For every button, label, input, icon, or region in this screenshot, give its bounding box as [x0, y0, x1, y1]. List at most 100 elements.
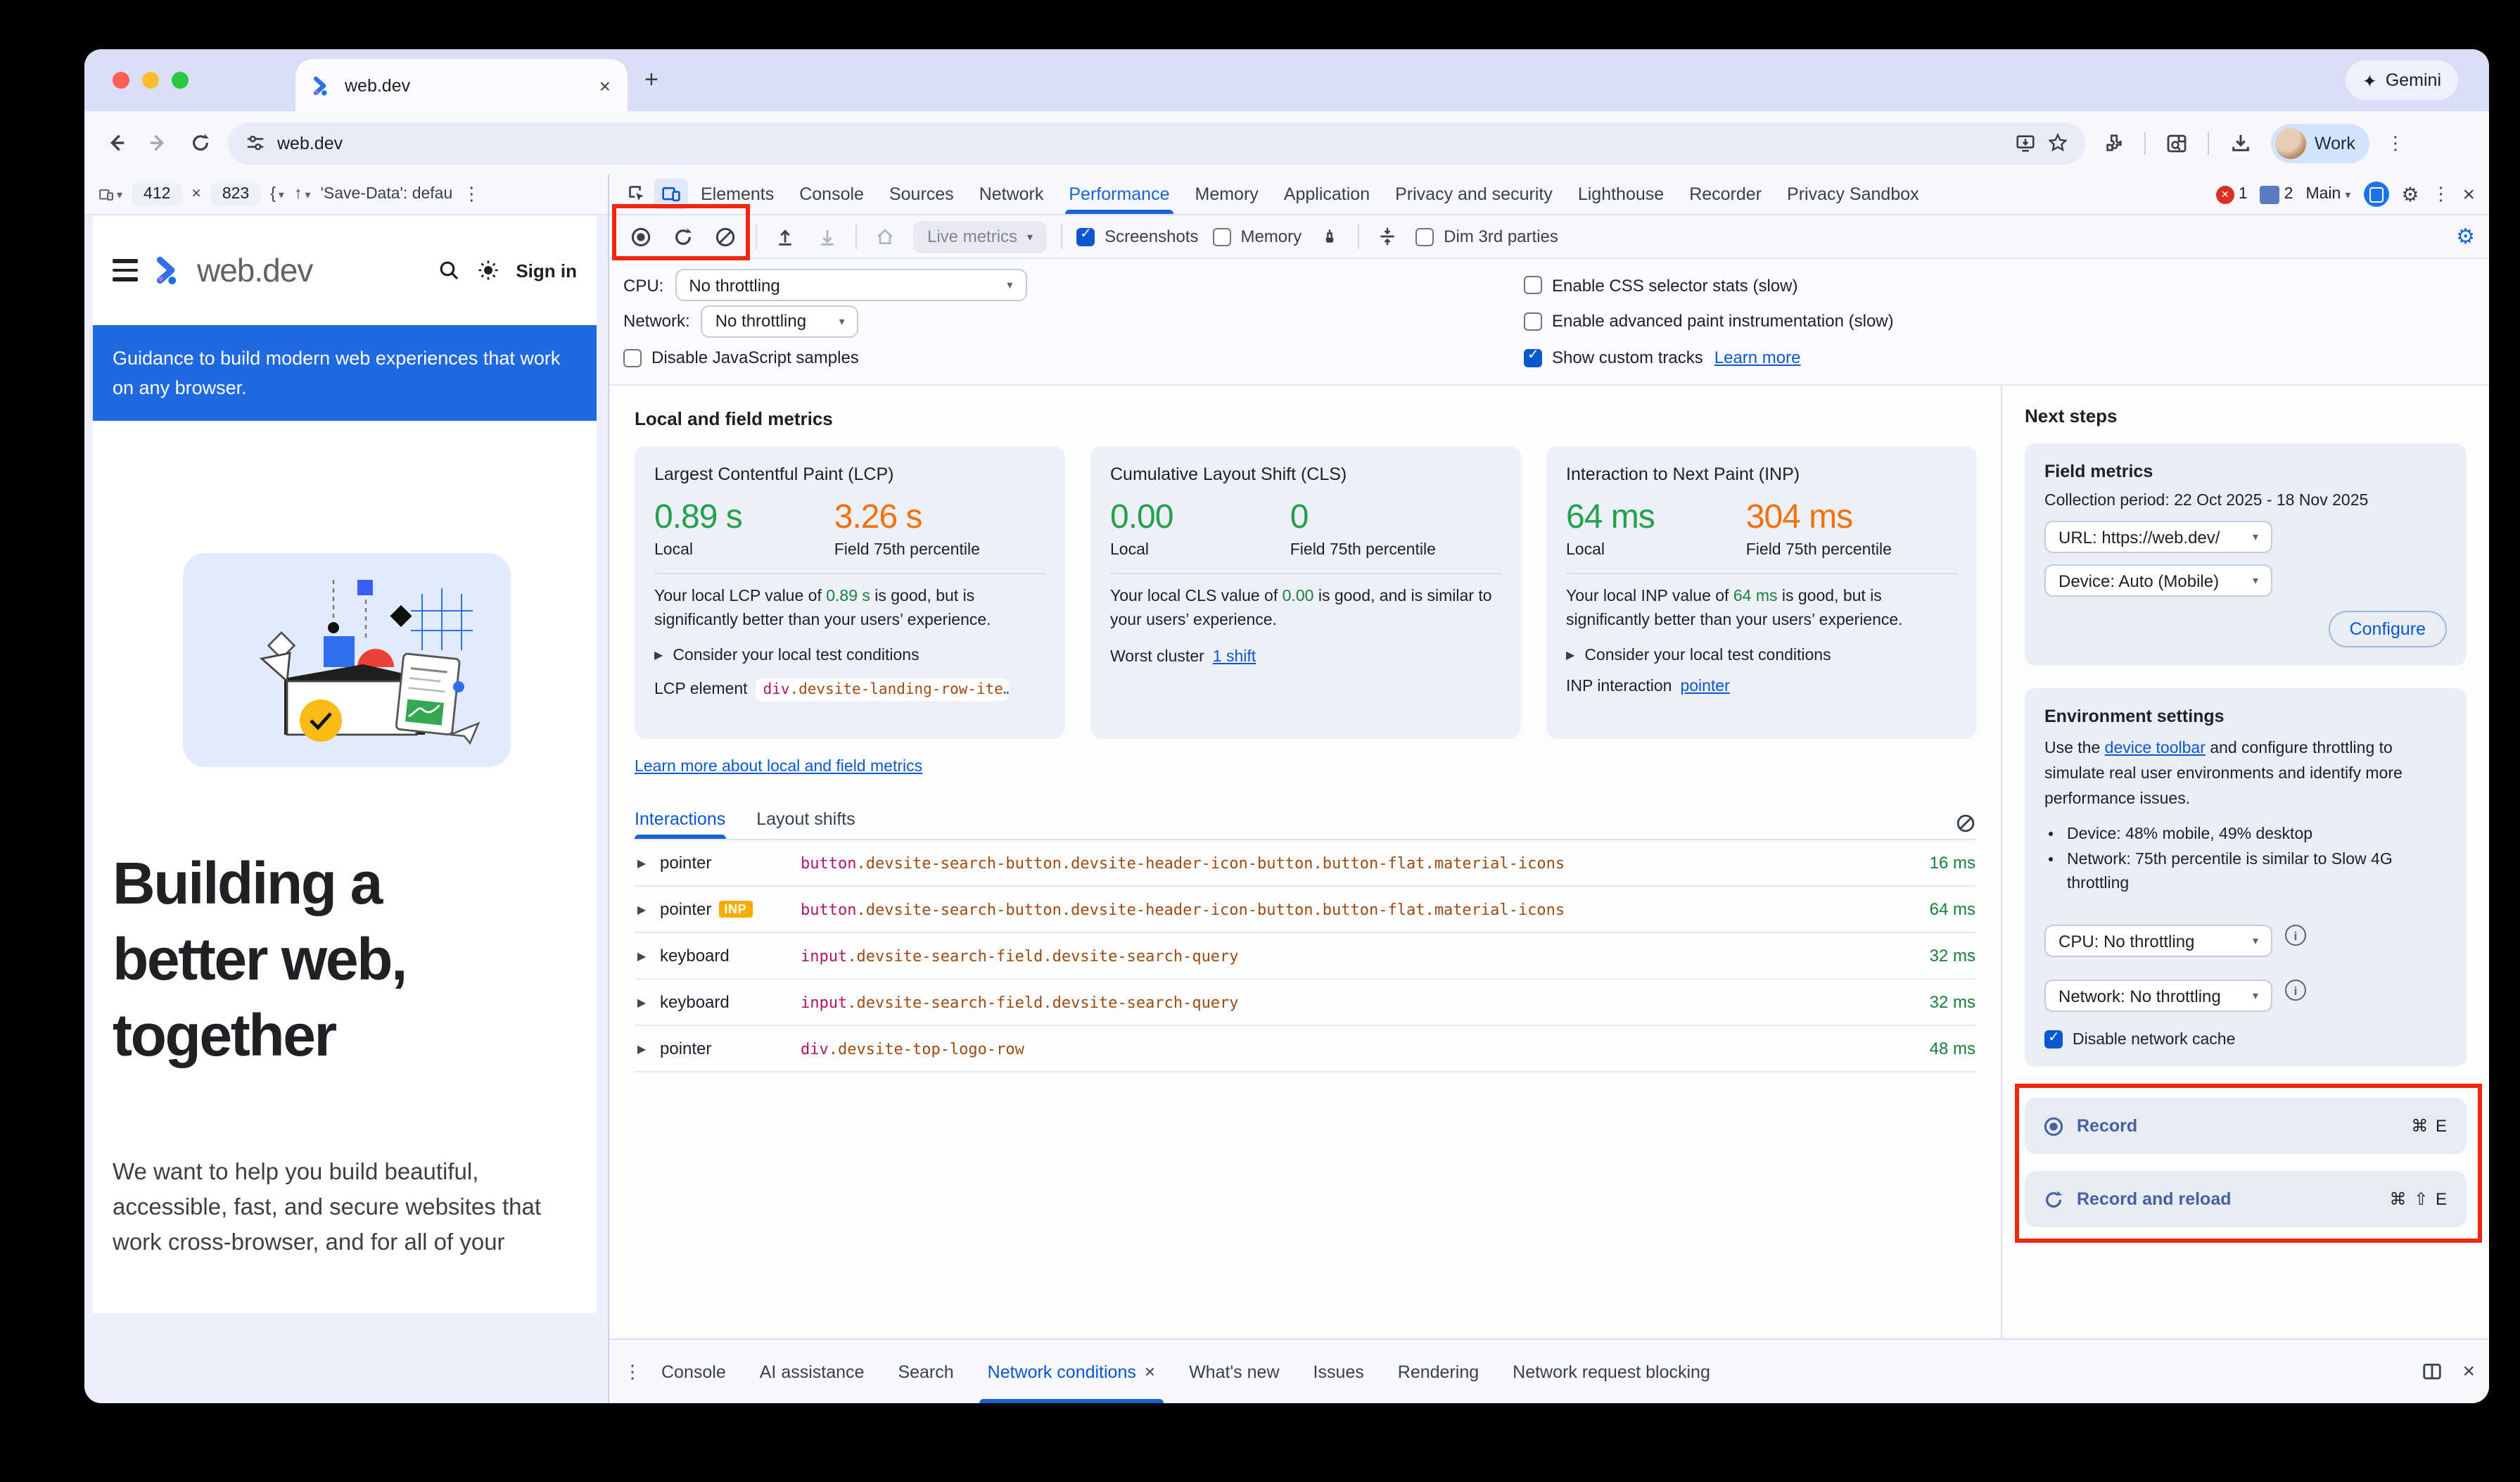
issues-badge[interactable]: 2	[2260, 185, 2293, 203]
drawer-tab-network-request-blocking[interactable]: Network request blocking	[1513, 1362, 1710, 1381]
record-and-reload-icon[interactable]	[668, 222, 696, 251]
target-selector[interactable]: Main ▾	[2305, 186, 2351, 203]
viewport-height-input[interactable]: 823	[210, 183, 261, 205]
inp-test-conditions-expander[interactable]: ▶ Consider your local test conditions	[1566, 647, 1831, 664]
reload-button[interactable]	[186, 129, 214, 157]
cpu-throttling-select[interactable]: No throttling ▾	[675, 269, 1027, 302]
profile-button[interactable]: Work	[2271, 123, 2369, 163]
browser-tab-webdev[interactable]: web.dev ×	[295, 59, 628, 111]
save-data-label[interactable]: 'Save-Data': defau	[320, 186, 453, 203]
field-url-select[interactable]: URL: https://web.dev/▾	[2044, 521, 2272, 553]
record-and-reload-button[interactable]: Record and reload ⌘ ⇧ E	[2025, 1171, 2467, 1228]
throttling-dropdown[interactable]: ↑ ▾	[293, 186, 311, 203]
extensions-icon[interactable]	[2099, 129, 2127, 157]
devtools-menu-icon[interactable]: ⋮	[2431, 183, 2450, 204]
window-controls[interactable]	[113, 72, 189, 89]
disable-network-cache-checkbox[interactable]: Disable network cache	[2044, 1030, 2447, 1049]
bookmark-star-icon[interactable]	[2047, 132, 2068, 153]
theme-toggle-icon[interactable]	[476, 259, 499, 281]
back-button[interactable]	[101, 129, 129, 157]
inp-interaction-link[interactable]: pointer	[1680, 678, 1730, 695]
tab-privacy-security[interactable]: Privacy and security	[1395, 184, 1553, 204]
tab-console[interactable]: Console	[799, 184, 864, 204]
drawer-menu-icon[interactable]: ⋮	[623, 1360, 642, 1381]
table-row[interactable]: ▶ pointer INP button.devsite-search-butto…	[635, 887, 1975, 933]
drawer-tab-console[interactable]: Console	[661, 1362, 726, 1381]
minimize-window-button[interactable]	[142, 72, 159, 89]
zoom-dropdown[interactable]: {▾	[270, 186, 284, 203]
url-text[interactable]: web.dev	[277, 133, 343, 153]
row-expander-icon[interactable]: ▶	[637, 903, 647, 916]
drawer-tab-issues[interactable]: Issues	[1313, 1362, 1364, 1381]
network-throttling-select[interactable]: No throttling ▾	[701, 305, 859, 338]
row-expander-icon[interactable]: ▶	[637, 996, 647, 1008]
tab-application[interactable]: Application	[1283, 184, 1370, 204]
collapse-tracks-icon[interactable]	[1373, 222, 1401, 251]
site-settings-icon[interactable]	[245, 132, 266, 153]
clear-log-icon[interactable]	[1956, 813, 1975, 839]
tab-sources[interactable]: Sources	[889, 184, 954, 204]
clear-icon[interactable]	[711, 222, 739, 251]
table-row[interactable]: ▶ pointer button.devsite-search-button.d…	[635, 840, 1975, 887]
devtools-close-icon[interactable]: ×	[2462, 182, 2475, 206]
device-status-icon[interactable]	[2363, 182, 2389, 207]
tab-network[interactable]: Network	[979, 184, 1044, 204]
dim-3rd-parties-checkbox[interactable]: Dim 3rd parties	[1415, 227, 1558, 246]
custom-tracks-learn-more-link[interactable]: Learn more	[1714, 348, 1801, 368]
side-panel-search-icon[interactable]	[2163, 129, 2191, 157]
row-expander-icon[interactable]: ▶	[637, 1042, 647, 1055]
capture-settings-gear-icon[interactable]: ⚙	[2456, 225, 2475, 249]
network-info-icon[interactable]: i	[2285, 980, 2306, 1001]
sidebar-network-select[interactable]: Network: No throttling ▾	[2044, 980, 2272, 1013]
row-expander-icon[interactable]: ▶	[637, 856, 647, 869]
css-selector-stats-checkbox[interactable]: Enable CSS selector stats (slow)	[1524, 276, 1797, 296]
tab-close-icon[interactable]: ×	[599, 74, 611, 96]
tab-layout-shifts[interactable]: Layout shifts	[756, 809, 855, 829]
table-row[interactable]: ▶ keyboard input.devsite-search-field.de…	[635, 980, 1975, 1026]
drawer-tab-search[interactable]: Search	[898, 1362, 954, 1381]
tab-recorder[interactable]: Recorder	[1689, 184, 1762, 204]
address-bar[interactable]: web.dev	[228, 122, 2085, 164]
tab-privacy-sandbox[interactable]: Privacy Sandbox	[1787, 184, 1919, 204]
lcp-test-conditions-expander[interactable]: ▶ Consider your local test conditions	[654, 647, 919, 664]
tab-memory[interactable]: Memory	[1195, 184, 1259, 204]
table-row[interactable]: ▶ keyboard input.devsite-search-field.de…	[635, 933, 1975, 980]
live-metrics-select[interactable]: Live metrics ▾	[913, 220, 1048, 253]
record-button[interactable]: Record ⌘ E	[2025, 1098, 2467, 1155]
error-badge[interactable]: × 1	[2215, 185, 2248, 203]
worst-cluster-link[interactable]: 1 shift	[1212, 648, 1256, 665]
show-custom-tracks-checkbox[interactable]: Show custom tracks	[1524, 348, 1703, 367]
memory-checkbox[interactable]: Memory	[1212, 227, 1302, 246]
hamburger-menu-icon[interactable]	[113, 259, 138, 281]
tab-elements[interactable]: Elements	[701, 184, 775, 204]
disable-js-samples-checkbox[interactable]: Disable JavaScript samples	[623, 348, 859, 367]
inspect-element-icon[interactable]	[621, 179, 654, 210]
zoom-window-button[interactable]	[172, 72, 189, 89]
lcp-element-chip[interactable]: div.devsite-landing-row-ite…	[756, 678, 1010, 700]
sidebar-cpu-select[interactable]: CPU: No throttling ▾	[2044, 925, 2272, 958]
gemini-button[interactable]: ✦ Gemini	[2345, 61, 2458, 100]
site-search-icon[interactable]	[437, 259, 459, 281]
home-icon[interactable]	[871, 222, 899, 251]
garbage-collect-icon[interactable]	[1316, 222, 1344, 251]
advanced-paint-checkbox[interactable]: Enable advanced paint instrumentation (s…	[1524, 312, 1894, 331]
split-panel-icon[interactable]	[2422, 1361, 2443, 1382]
new-tab-button[interactable]: +	[644, 66, 658, 93]
sign-in-link[interactable]: Sign in	[516, 260, 577, 281]
device-toolbar-toggle-icon[interactable]	[654, 179, 688, 210]
field-device-select[interactable]: Device: Auto (Mobile) ▾	[2044, 564, 2272, 597]
device-toolbar-menu-icon[interactable]: ⋮	[462, 183, 481, 204]
install-icon[interactable]	[2015, 132, 2036, 153]
drawer-tab-whats-new[interactable]: What's new	[1189, 1362, 1280, 1381]
row-expander-icon[interactable]: ▶	[637, 949, 647, 962]
forward-button[interactable]	[144, 129, 172, 157]
tab-lighthouse[interactable]: Lighthouse	[1577, 184, 1665, 204]
drawer-tab-rendering[interactable]: Rendering	[1397, 1362, 1479, 1381]
devtools-settings-icon[interactable]: ⚙	[2401, 183, 2419, 205]
configure-button[interactable]: Configure	[2328, 611, 2447, 647]
tab-performance[interactable]: Performance	[1056, 175, 1182, 214]
record-icon[interactable]	[626, 222, 654, 251]
learn-more-metrics-link[interactable]: Learn more about local and field metrics	[635, 759, 923, 775]
table-row[interactable]: ▶ pointer div.devsite-top-logo-row 48 ms	[635, 1026, 1975, 1072]
site-logo[interactable]: web.dev	[155, 251, 313, 289]
